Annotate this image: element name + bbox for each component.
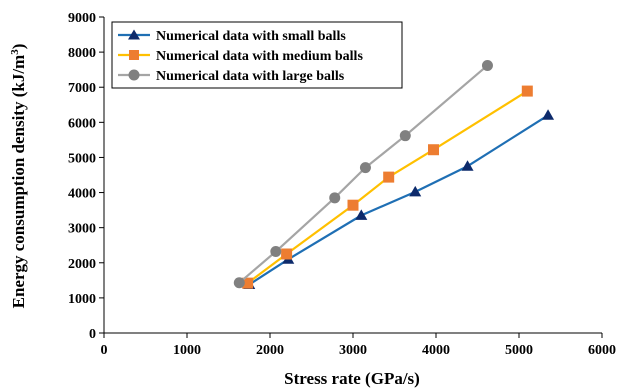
data-point-large xyxy=(359,162,371,174)
legend-marker-large xyxy=(128,69,140,81)
legend-label-medium: Numerical data with medium balls xyxy=(156,49,363,64)
data-point-medium xyxy=(428,144,440,156)
series-large xyxy=(233,59,493,289)
series-small xyxy=(243,109,555,290)
series-line-small xyxy=(248,114,549,286)
x-axis-ticks: 0 1000 2000 3000 4000 5000 6000 xyxy=(101,333,616,358)
x-tick-label: 2000 xyxy=(256,343,284,358)
legend: Numerical data with small balls Numerica… xyxy=(111,21,403,89)
data-point-medium xyxy=(281,248,293,260)
y-tick-label: 8000 xyxy=(68,46,96,61)
x-tick-label: 4000 xyxy=(422,343,450,358)
y-axis-title-suffix: ) xyxy=(9,44,28,50)
y-axis-title-main: Energy consumption density (kJ/m xyxy=(9,55,28,309)
data-point-large xyxy=(399,130,411,142)
data-point-large xyxy=(481,59,493,71)
y-tick-label: 4000 xyxy=(68,187,96,202)
y-axis-ticks: 0 1000 2000 3000 4000 5000 6000 7000 8000 9000 xyxy=(68,11,104,342)
data-point-large xyxy=(233,277,245,289)
y-axis-title: Energy consumption density (kJ/m3) xyxy=(9,44,28,309)
y-tick-label: 6000 xyxy=(68,116,96,131)
x-tick-label: 6000 xyxy=(588,343,616,358)
data-point-medium xyxy=(347,199,359,211)
y-tick-label: 9000 xyxy=(68,11,96,26)
y-tick-label: 3000 xyxy=(68,222,96,237)
x-tick-label: 5000 xyxy=(505,343,533,358)
data-point-small xyxy=(542,109,555,120)
series-line-large xyxy=(238,64,489,284)
data-point-large xyxy=(329,192,341,204)
y-tick-label: 7000 xyxy=(68,81,96,96)
series-medium xyxy=(242,85,533,289)
data-point-medium xyxy=(242,277,254,289)
y-tick-label: 5000 xyxy=(68,151,96,166)
legend-entry-medium: Numerical data with medium balls xyxy=(118,49,363,64)
series-line-medium xyxy=(246,90,528,285)
x-tick-label: 1000 xyxy=(173,343,201,358)
data-point-medium xyxy=(521,85,533,97)
legend-label-small: Numerical data with small balls xyxy=(156,29,346,44)
y-tick-label: 0 xyxy=(89,327,96,342)
legend-marker-small xyxy=(128,29,140,40)
y-tick-label: 1000 xyxy=(68,292,96,307)
data-point-medium xyxy=(383,171,395,183)
x-tick-label: 3000 xyxy=(339,343,367,358)
series-layer xyxy=(233,59,555,290)
legend-entry-small: Numerical data with small balls xyxy=(118,29,346,44)
legend-box xyxy=(111,21,403,89)
x-tick-label: 0 xyxy=(101,343,108,358)
y-axis-title-superscript: 3 xyxy=(9,49,21,55)
legend-marker-medium xyxy=(129,50,139,60)
x-axis-title: Stress rate (GPa/s) xyxy=(284,369,420,388)
legend-entry-large: Numerical data with large balls xyxy=(118,69,345,84)
data-point-small xyxy=(355,209,368,220)
legend-label-large: Numerical data with large balls xyxy=(156,69,345,84)
data-point-small xyxy=(461,160,474,171)
y-tick-label: 2000 xyxy=(68,257,96,272)
data-point-small xyxy=(409,185,422,197)
data-point-large xyxy=(270,246,282,258)
